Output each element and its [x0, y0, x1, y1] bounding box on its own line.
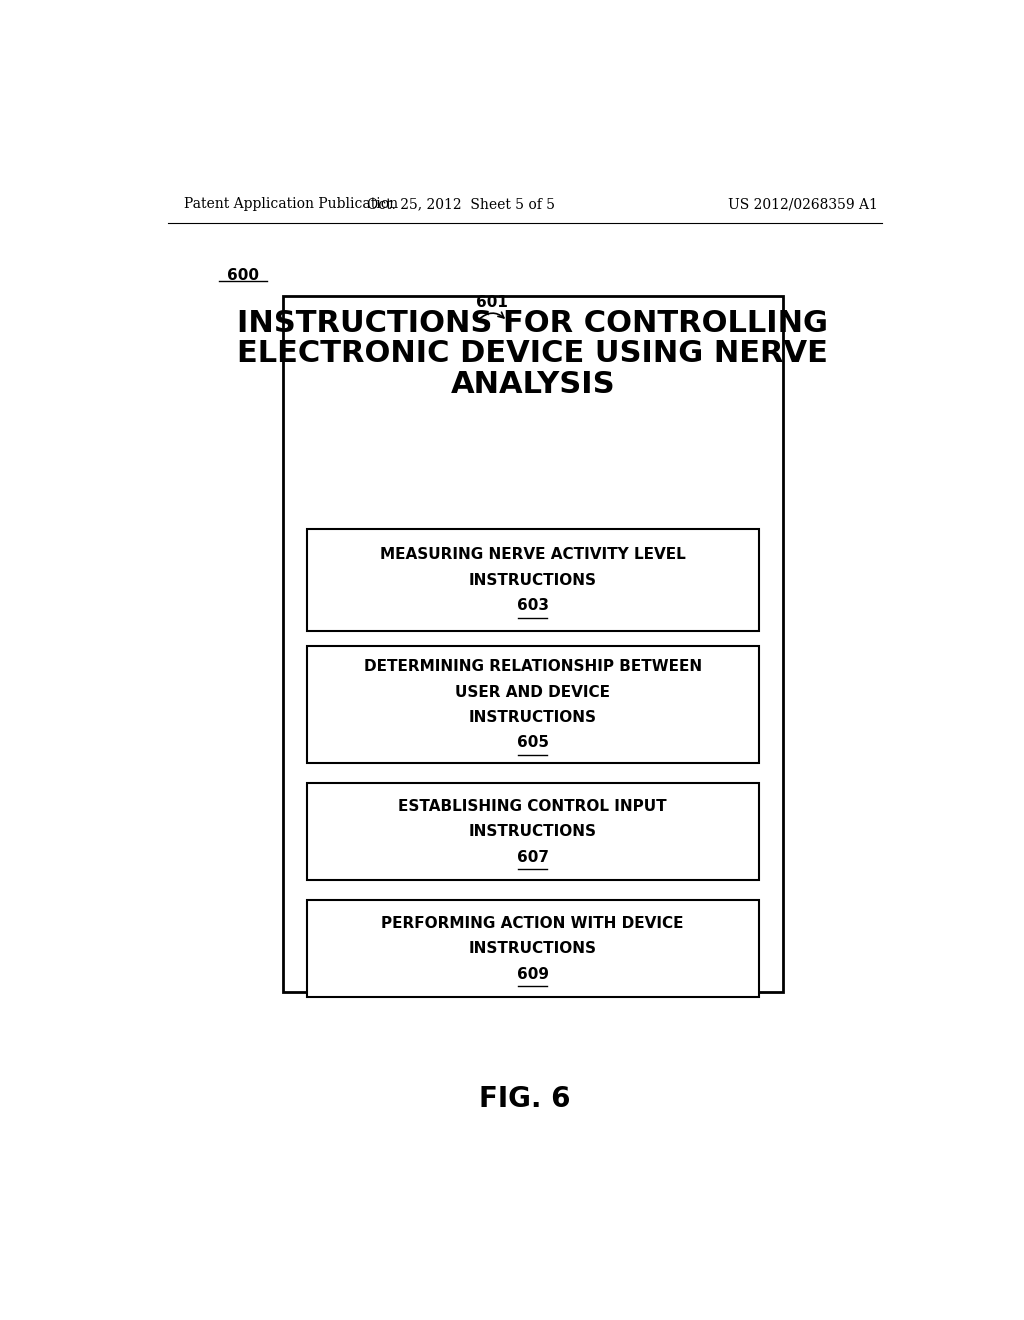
- Text: PERFORMING ACTION WITH DEVICE: PERFORMING ACTION WITH DEVICE: [382, 916, 684, 931]
- Text: 607: 607: [517, 850, 549, 865]
- Bar: [306, 529, 759, 631]
- Bar: [306, 900, 759, 997]
- Text: 609: 609: [517, 966, 549, 982]
- Text: INSTRUCTIONS: INSTRUCTIONS: [469, 824, 597, 840]
- Text: INSTRUCTIONS FOR CONTROLLING: INSTRUCTIONS FOR CONTROLLING: [238, 309, 828, 338]
- Text: US 2012/0268359 A1: US 2012/0268359 A1: [728, 197, 878, 211]
- Text: Oct. 25, 2012  Sheet 5 of 5: Oct. 25, 2012 Sheet 5 of 5: [368, 197, 555, 211]
- Text: INSTRUCTIONS: INSTRUCTIONS: [469, 941, 597, 956]
- Text: FIG. 6: FIG. 6: [479, 1085, 570, 1113]
- Text: USER AND DEVICE: USER AND DEVICE: [456, 685, 610, 700]
- Text: 600: 600: [227, 268, 259, 282]
- Text: ANALYSIS: ANALYSIS: [451, 370, 615, 399]
- Text: ELECTRONIC DEVICE USING NERVE: ELECTRONIC DEVICE USING NERVE: [238, 339, 828, 368]
- Text: 605: 605: [517, 735, 549, 750]
- Text: 601: 601: [475, 296, 508, 310]
- Text: DETERMINING RELATIONSHIP BETWEEN: DETERMINING RELATIONSHIP BETWEEN: [364, 659, 701, 675]
- Bar: [283, 296, 782, 991]
- Text: INSTRUCTIONS: INSTRUCTIONS: [469, 710, 597, 725]
- Text: 603: 603: [517, 598, 549, 612]
- Bar: [306, 784, 759, 880]
- Text: Patent Application Publication: Patent Application Publication: [183, 197, 397, 211]
- Bar: [306, 647, 759, 763]
- Text: ESTABLISHING CONTROL INPUT: ESTABLISHING CONTROL INPUT: [398, 799, 667, 814]
- Text: INSTRUCTIONS: INSTRUCTIONS: [469, 573, 597, 587]
- Text: MEASURING NERVE ACTIVITY LEVEL: MEASURING NERVE ACTIVITY LEVEL: [380, 548, 686, 562]
